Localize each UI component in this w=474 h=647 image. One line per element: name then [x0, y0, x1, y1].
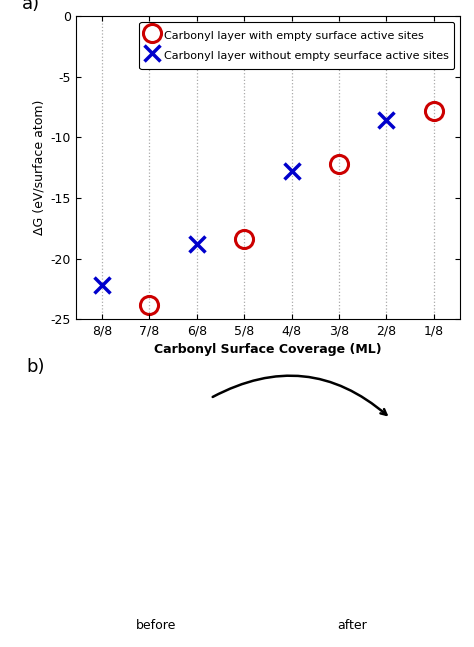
Text: after: after: [337, 619, 367, 632]
Carbonyl layer with empty surface active sites: [431, 107, 437, 115]
Text: a): a): [22, 0, 40, 13]
Carbonyl layer with empty surface active sites: [146, 301, 152, 309]
Legend: Carbonyl layer with empty surface active sites, Carbonyl layer without empty seu: Carbonyl layer with empty surface active…: [139, 22, 454, 69]
Carbonyl layer without empty seurface active sites: [383, 116, 389, 124]
Carbonyl layer without empty seurface active sites: [194, 240, 200, 248]
Carbonyl layer without empty seurface active sites: [289, 168, 294, 175]
Y-axis label: ΔG (eV/surface atom): ΔG (eV/surface atom): [32, 100, 45, 236]
Carbonyl layer with empty surface active sites: [241, 236, 247, 243]
Line: Carbonyl layer with empty surface active sites: Carbonyl layer with empty surface active…: [140, 102, 443, 314]
Text: b): b): [26, 358, 45, 376]
Carbonyl layer without empty seurface active sites: [99, 281, 105, 289]
Line: Carbonyl layer without empty seurface active sites: Carbonyl layer without empty seurface ac…: [93, 112, 395, 294]
Text: before: before: [137, 619, 177, 632]
Carbonyl layer with empty surface active sites: [336, 160, 342, 168]
X-axis label: Carbonyl Surface Coverage (ML): Carbonyl Surface Coverage (ML): [154, 343, 382, 356]
